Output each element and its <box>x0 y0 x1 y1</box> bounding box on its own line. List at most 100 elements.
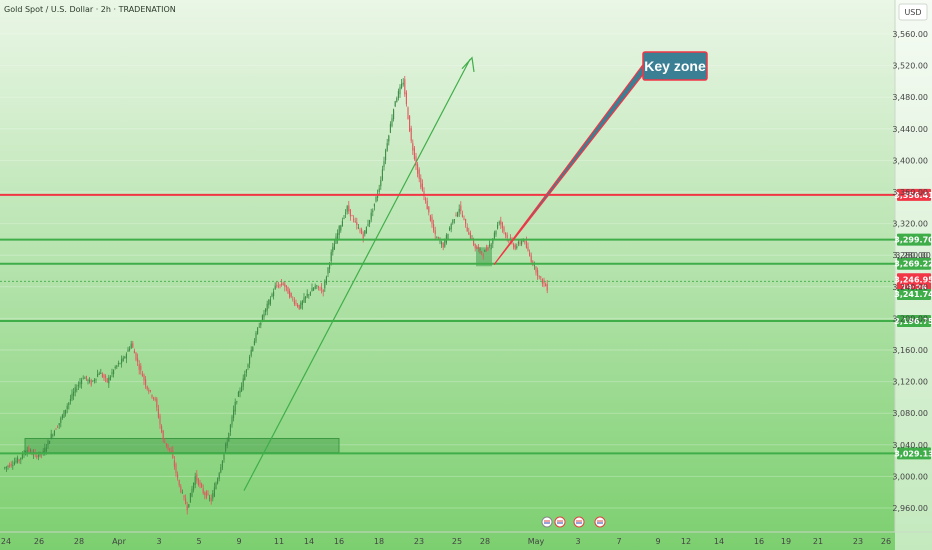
candle-body <box>460 205 462 212</box>
candle-body <box>370 212 372 220</box>
currency-button[interactable]: USD <box>898 3 928 21</box>
candle-body <box>469 233 471 239</box>
candle-body <box>413 148 415 159</box>
time-tick-label: 26 <box>881 537 891 546</box>
candle-body <box>377 193 379 198</box>
time-tick-label: 12 <box>681 537 691 546</box>
candle-body <box>121 359 123 364</box>
candle-body <box>57 427 59 428</box>
candle-body <box>372 210 374 212</box>
candle-body <box>201 483 203 488</box>
candle-body <box>255 332 257 342</box>
level-price-label: 3,029.13 <box>894 449 932 458</box>
candle-body <box>175 464 177 474</box>
candle-body <box>333 243 335 250</box>
time-tick-label: 25 <box>452 537 462 546</box>
candle-body <box>497 224 499 229</box>
candle-body <box>349 209 351 217</box>
price-tick-label: 3,200.00 <box>892 314 928 323</box>
candle-body <box>373 203 375 207</box>
time-tick-label: 14 <box>714 537 724 546</box>
price-tick-label: 3,160.00 <box>892 346 928 355</box>
candle-body <box>461 214 463 217</box>
candle-body <box>522 240 524 242</box>
candle-body <box>77 384 79 387</box>
candle-body <box>97 374 99 377</box>
candle-body <box>343 218 345 219</box>
candle-body <box>386 143 388 151</box>
candle-body <box>393 109 395 120</box>
price-axis[interactable]: 2,960.00 3,000.00 3,040.00 3,080.00 3,120.00… <box>892 30 928 513</box>
candle-body <box>332 246 334 252</box>
candle-body <box>220 467 222 473</box>
candle-body <box>485 249 487 250</box>
time-tick-label: 3 <box>575 537 580 546</box>
candle-body <box>521 241 523 245</box>
time-tick-label: 26 <box>34 537 44 546</box>
candle-body <box>253 340 255 346</box>
candle-body <box>292 298 294 300</box>
candle-body <box>21 453 23 459</box>
candle-body <box>503 227 505 232</box>
candle-body <box>375 196 377 202</box>
time-axis[interactable]: 24 26 28 Apr 3 5 9 11 14 16 18 23 25 28 May 3 7 9 12 14 16 19… <box>1 537 891 546</box>
economic-events[interactable] <box>541 516 606 528</box>
candle-body <box>209 497 211 499</box>
candle-body <box>516 246 518 249</box>
candle-body <box>13 462 15 465</box>
candle-body <box>202 488 204 494</box>
candle-body <box>441 242 443 245</box>
candle-body <box>468 232 470 235</box>
candle-body <box>17 457 19 463</box>
price-tick-label: 3,080.00 <box>892 409 928 418</box>
candle-body <box>489 244 491 247</box>
candle-body <box>170 450 172 452</box>
candle-body <box>324 281 326 289</box>
candle-body <box>265 308 267 312</box>
candle-body <box>4 467 6 469</box>
candle-body <box>543 280 545 284</box>
time-tick-label: 3 <box>156 537 161 546</box>
price-tick-label: 3,120.00 <box>892 378 928 387</box>
candle-body <box>49 440 51 444</box>
candle-body <box>530 255 532 262</box>
symbol-title[interactable]: Gold Spot / U.S. Dollar · 2h · TRADENATI… <box>4 5 176 14</box>
economic-event-icon[interactable] <box>541 516 553 528</box>
time-tick-label: 16 <box>754 537 764 546</box>
candle-body <box>300 302 302 309</box>
candle-body <box>276 285 278 287</box>
candle-body <box>540 276 542 278</box>
candle-body <box>196 474 198 481</box>
candle-body <box>321 287 323 290</box>
economic-event-icon[interactable] <box>573 516 585 528</box>
currency-label: USD <box>904 8 921 17</box>
time-tick-label: 9 <box>655 537 660 546</box>
candle-body <box>524 241 526 242</box>
candle-body <box>423 190 425 196</box>
economic-event-icon[interactable] <box>554 516 566 528</box>
candle-body <box>106 378 108 383</box>
candle-body <box>58 423 60 426</box>
time-tick-label: 14 <box>304 537 314 546</box>
candle-body <box>378 188 380 193</box>
candle-body <box>55 428 57 430</box>
candle-body <box>337 233 339 241</box>
candle-body <box>348 205 350 212</box>
candle-body <box>146 386 148 390</box>
candle-body <box>391 118 393 127</box>
candle-body <box>361 229 363 234</box>
candle-body <box>309 292 311 295</box>
time-tick-label: 19 <box>781 537 791 546</box>
candle-body <box>135 352 137 360</box>
last-price-countdown: 19:26 <box>901 283 927 292</box>
candle-body <box>353 218 355 220</box>
candle-body <box>156 398 158 408</box>
economic-event-icon[interactable] <box>594 516 606 528</box>
candle-body <box>482 254 484 256</box>
candle-body <box>447 233 449 240</box>
candle-body <box>95 378 97 380</box>
candle-body <box>226 441 228 446</box>
candle-body <box>340 225 342 231</box>
candle-body <box>341 220 343 227</box>
